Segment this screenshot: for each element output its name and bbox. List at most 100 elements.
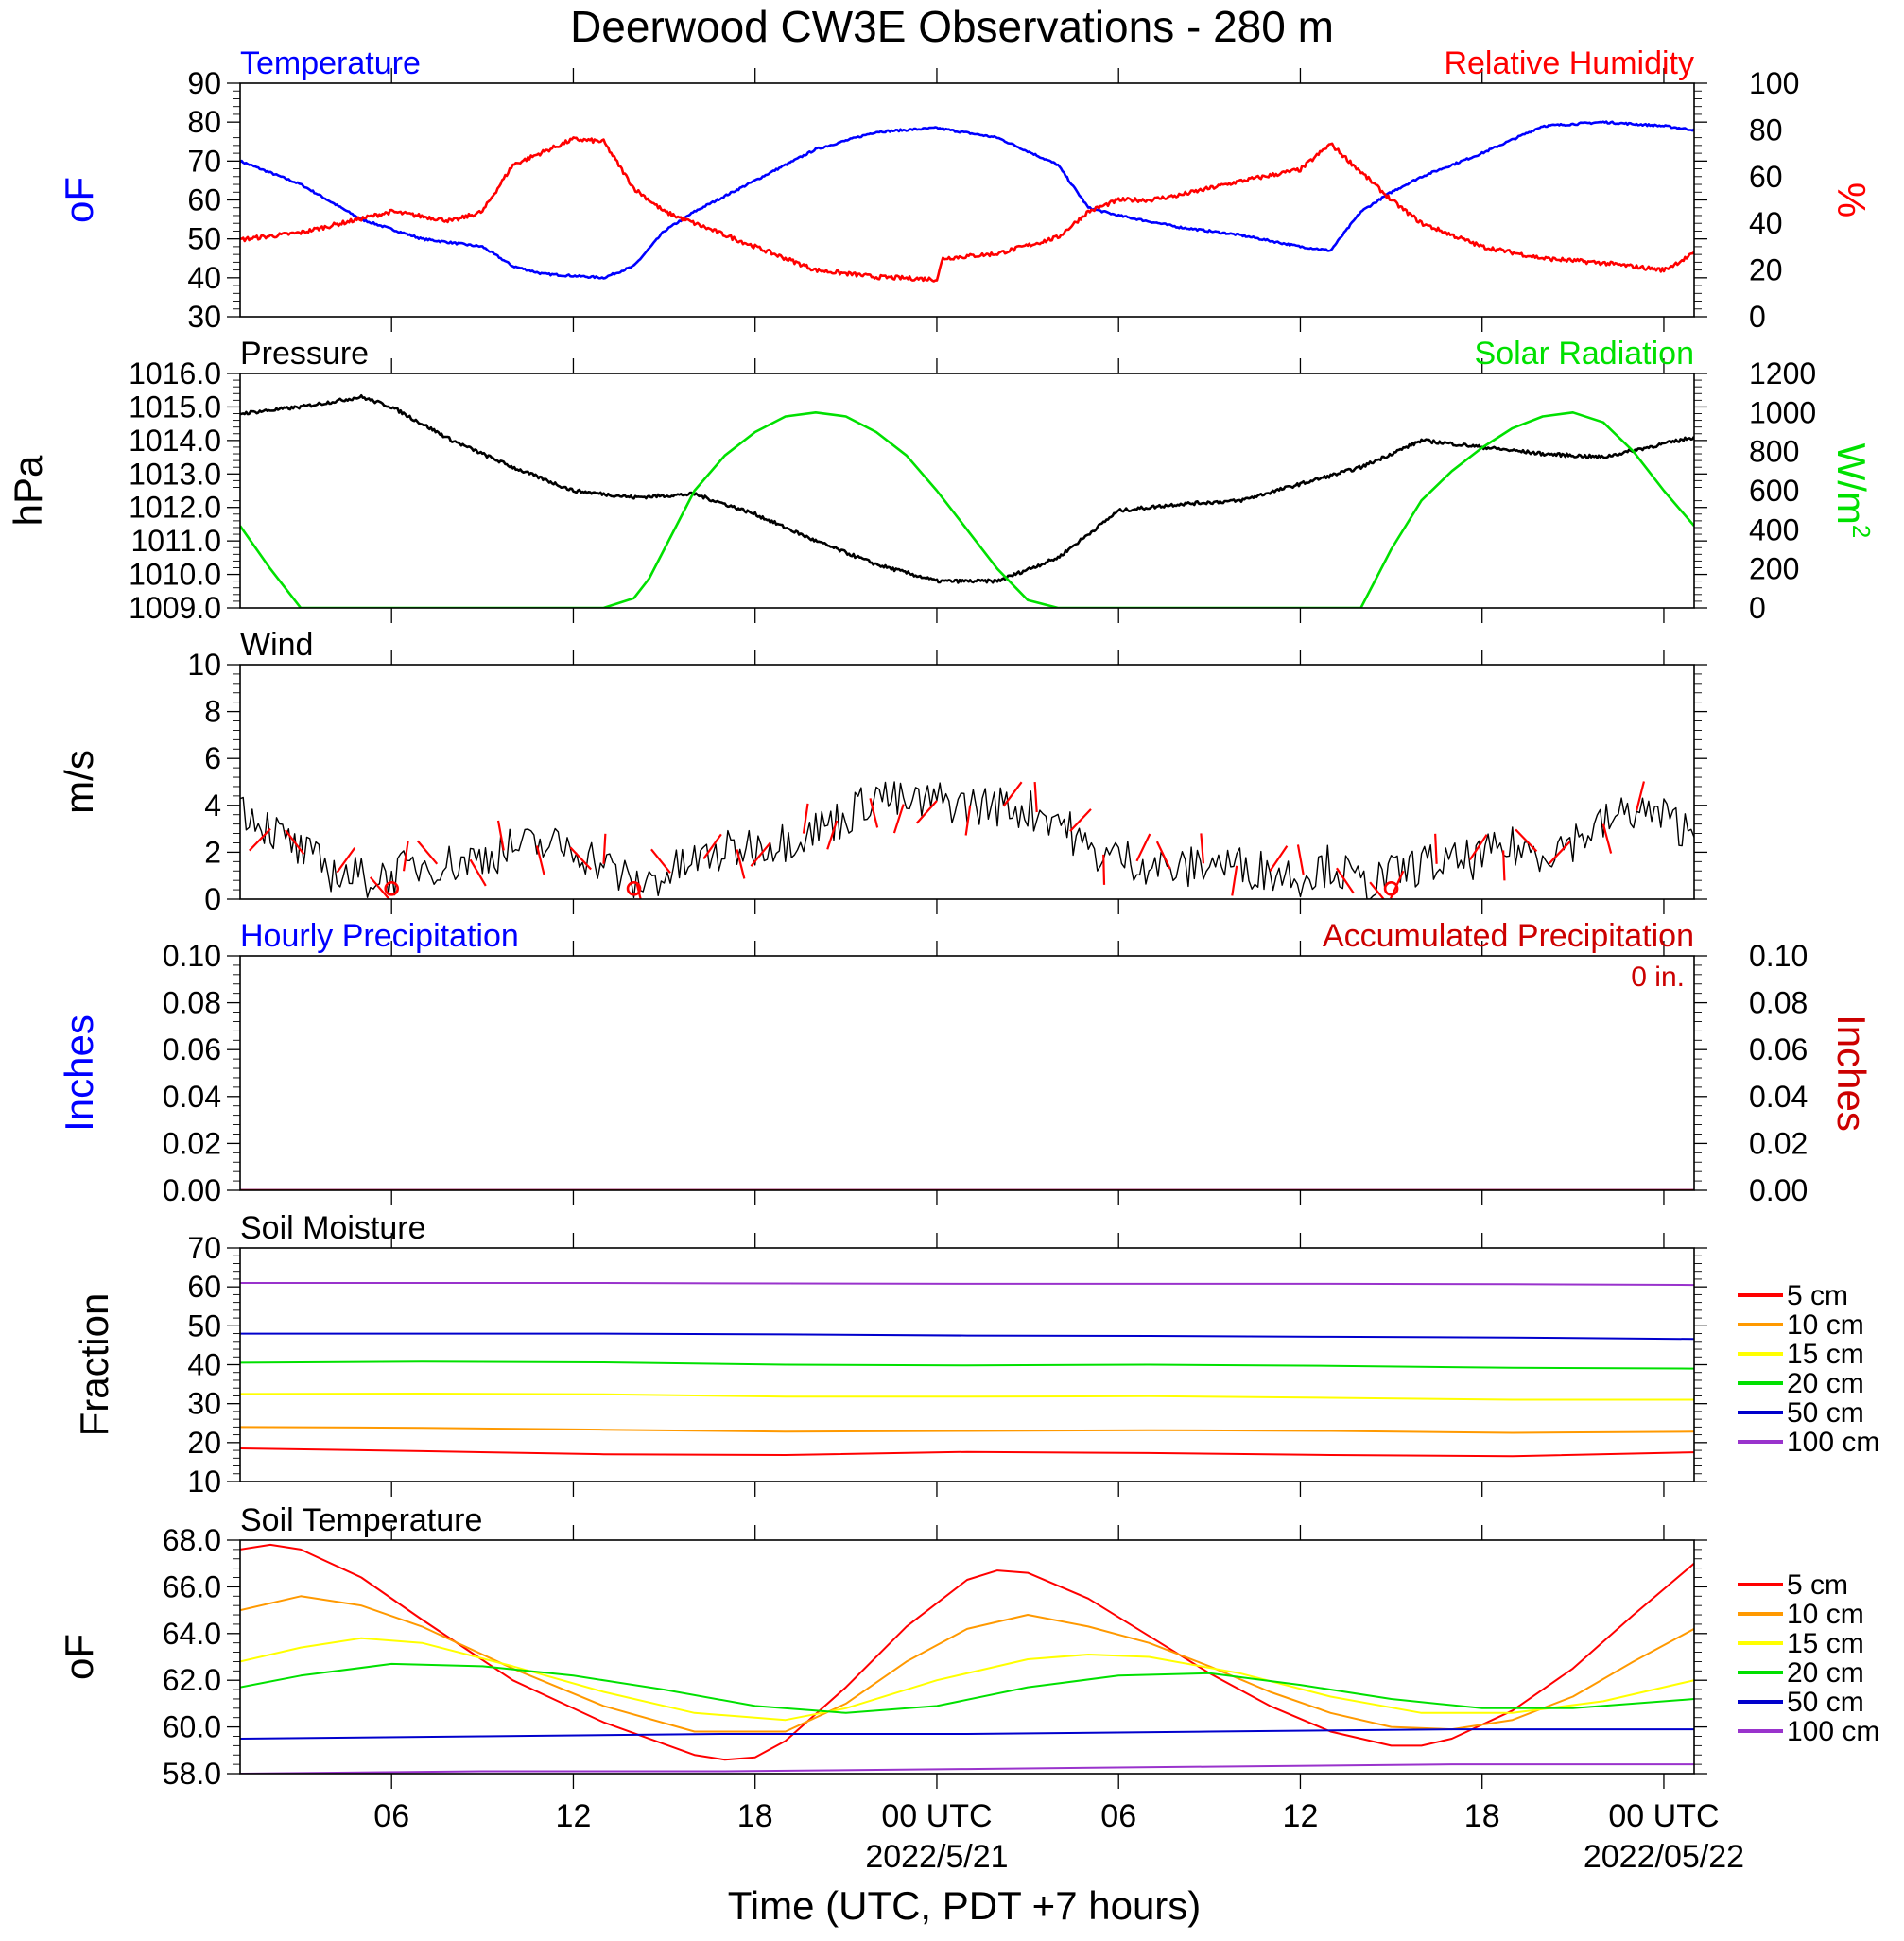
wind-barb bbox=[496, 820, 505, 851]
legend-entry-100-cm: 100 cm bbox=[1787, 1427, 1879, 1458]
y-right-tick-label: 0 bbox=[1749, 300, 1766, 334]
panel-left-title: Temperature bbox=[240, 45, 421, 81]
figure-title: Deerwood CW3E Observations - 280 m bbox=[570, 2, 1334, 51]
calm-wind-circle bbox=[1383, 881, 1399, 896]
y-tick-label: 60.0 bbox=[163, 1710, 221, 1744]
y-tick-label: 0.08 bbox=[163, 986, 221, 1020]
panel-left-title: Wind bbox=[240, 627, 313, 663]
y-tick-label: 1010.0 bbox=[129, 558, 221, 592]
wind-barb bbox=[416, 840, 439, 865]
wind-barb bbox=[869, 798, 879, 828]
legend-entry-100-cm: 100 cm bbox=[1787, 1716, 1879, 1747]
y-tick-label: 64.0 bbox=[163, 1617, 221, 1651]
y-tick-label: 0 bbox=[204, 882, 221, 916]
series-20-cm-line bbox=[240, 1360, 1694, 1370]
panel-left-title: Soil Temperature bbox=[240, 1502, 482, 1538]
panel-wind: 0 2 4 6 8 10 Wind m/s bbox=[57, 627, 1707, 916]
series-20-cm-line bbox=[240, 1662, 1694, 1714]
y-axis-label: oF bbox=[57, 1634, 101, 1680]
panel-right-title: Solar Radiation bbox=[1475, 336, 1694, 372]
wind-barb bbox=[602, 833, 607, 864]
legend-entry-10-cm: 10 cm bbox=[1787, 1599, 1864, 1630]
wind-barb bbox=[1296, 844, 1305, 875]
panel-temperature: 30 40 50 60 70 80 90 0 20 40 60 80 100 Temperature Rel… bbox=[57, 45, 1874, 334]
panel-frame bbox=[239, 955, 1695, 1191]
y-tick-label: 60 bbox=[187, 183, 221, 217]
y-axis-label: m/s bbox=[57, 750, 101, 814]
wind-barb bbox=[1069, 808, 1092, 832]
series-50-cm-line bbox=[240, 1332, 1694, 1341]
y-right-tick-label: 100 bbox=[1749, 66, 1799, 100]
y-tick-label: 1015.0 bbox=[129, 390, 221, 424]
wind-barb bbox=[802, 803, 809, 834]
legend-entry-50-cm: 50 cm bbox=[1787, 1687, 1864, 1718]
y-tick-label: 0.04 bbox=[163, 1080, 221, 1114]
panel-data bbox=[240, 120, 1694, 283]
wind-barb bbox=[369, 876, 391, 899]
y-tick-label: 66.0 bbox=[163, 1569, 221, 1603]
series-10-cm-line bbox=[240, 1426, 1694, 1434]
y-right-tick-label: 0.04 bbox=[1749, 1080, 1808, 1114]
wind-barb bbox=[535, 845, 545, 875]
y-tick-label: 50 bbox=[187, 1308, 221, 1343]
panel-data bbox=[240, 781, 1694, 899]
wind-barb bbox=[469, 858, 487, 887]
y-tick-label: 0.00 bbox=[163, 1173, 221, 1207]
x-tick-label: 06 bbox=[373, 1798, 409, 1834]
wind-barb bbox=[964, 805, 972, 836]
wind-barb bbox=[650, 848, 671, 874]
x-tick-label: 12 bbox=[556, 1798, 592, 1834]
y-tick-label: 1011.0 bbox=[131, 524, 222, 558]
panel-left-title: Soil Moisture bbox=[240, 1210, 426, 1246]
wind-barb bbox=[1434, 833, 1438, 864]
legend-entry-20-cm: 20 cm bbox=[1787, 1657, 1864, 1689]
wind-barb bbox=[402, 841, 409, 872]
wind-barb bbox=[1200, 833, 1205, 864]
y-tick-label: 6 bbox=[204, 741, 221, 775]
y-tick-label: 68.0 bbox=[163, 1523, 221, 1557]
y-tick-label: 90 bbox=[187, 66, 221, 100]
wind-barb bbox=[1548, 841, 1571, 865]
time-axis: 06 12 18 00 UTC 06 12 18 00 UTC 2022/5/21 2022/05… bbox=[373, 1798, 1744, 1875]
y-tick-label: 50 bbox=[187, 222, 221, 256]
wind-barb bbox=[1231, 865, 1238, 896]
legend-entry-50-cm: 50 cm bbox=[1787, 1397, 1864, 1429]
y-right-tick-label: 0.06 bbox=[1749, 1032, 1808, 1066]
y-tick-label: 1012.0 bbox=[129, 491, 221, 525]
y-right-tick-label: 0.02 bbox=[1749, 1126, 1808, 1160]
wind-barb bbox=[1002, 781, 1023, 807]
y-tick-label: 60 bbox=[187, 1270, 221, 1304]
y-axis-label: Fraction bbox=[72, 1293, 116, 1437]
y-tick-label: 10 bbox=[187, 648, 221, 682]
legend-entry-15-cm: 15 cm bbox=[1787, 1628, 1864, 1659]
wind-barb bbox=[1335, 867, 1355, 894]
y-right-axis-label: % bbox=[1829, 182, 1874, 217]
wind-barb bbox=[750, 841, 771, 867]
legend-entry-5-cm: 5 cm bbox=[1787, 1280, 1848, 1311]
y-tick-label: 8 bbox=[204, 695, 221, 729]
y-tick-label: 20 bbox=[187, 1426, 221, 1460]
y-tick-label: 0.06 bbox=[163, 1032, 221, 1066]
y-tick-label: 4 bbox=[204, 789, 221, 823]
calm-wind-circle bbox=[384, 881, 400, 896]
y-tick-label: 30 bbox=[187, 300, 221, 334]
x-date-label: 2022/5/21 bbox=[865, 1839, 1008, 1875]
panel-pressure: 1009.01010.01011.01012.01013.01014.01015… bbox=[6, 336, 1876, 625]
wind-barb bbox=[736, 849, 746, 879]
wind-barb bbox=[1135, 833, 1151, 862]
y-tick-label: 2 bbox=[204, 835, 221, 869]
x-tick-label: 18 bbox=[1464, 1798, 1500, 1834]
y-tick-label: 0.02 bbox=[163, 1126, 221, 1160]
wind-barb bbox=[336, 847, 356, 874]
wind-barb bbox=[569, 846, 592, 871]
panel-soil-temperature: 58.0 60.0 62.0 64.0 66.0 68.0 Soil Temperature… bbox=[57, 1502, 1879, 1791]
wind-barb bbox=[702, 833, 722, 859]
y-tick-label: 1013.0 bbox=[129, 457, 221, 491]
panel-left-title: Pressure bbox=[240, 336, 369, 372]
y-right-tick-label: 0 bbox=[1749, 591, 1766, 625]
y-right-axis-label-superscript: 2 bbox=[1847, 525, 1876, 538]
legend-entry-15-cm: 15 cm bbox=[1787, 1339, 1864, 1370]
x-tick-label: 12 bbox=[1283, 1798, 1319, 1834]
x-axis-label: Time (UTC, PDT +7 hours) bbox=[728, 1883, 1202, 1928]
